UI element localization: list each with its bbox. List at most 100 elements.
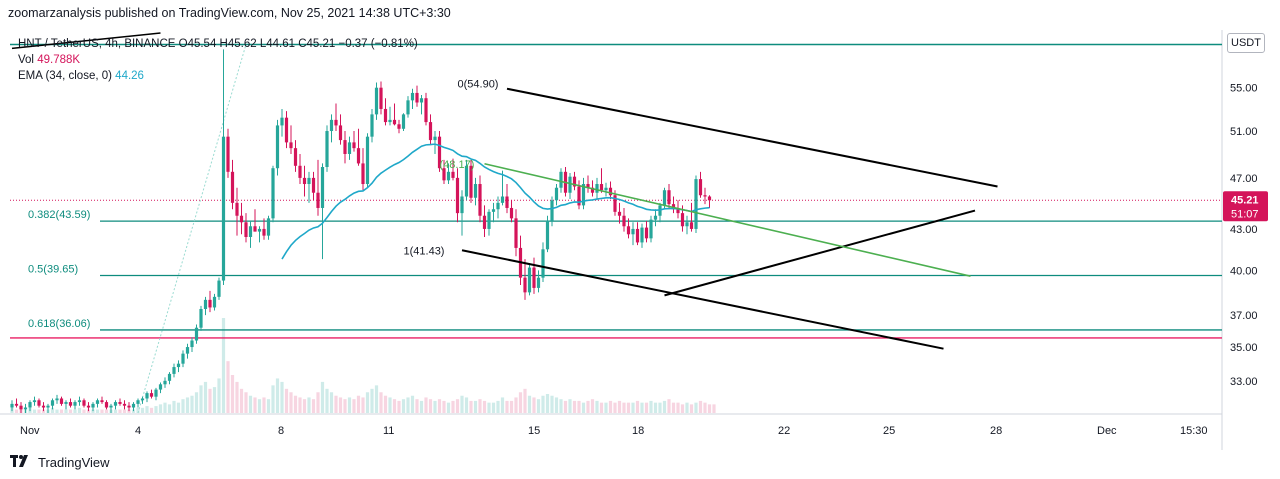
candle-body xyxy=(307,177,311,185)
candle-body xyxy=(185,347,190,354)
candle-body xyxy=(109,405,113,408)
candle-body xyxy=(568,176,572,193)
volume-bar xyxy=(208,388,212,413)
chart-area[interactable]: 0.382(43.59) 0.5(39.65) 0.618(36.06) 0(54.9… xyxy=(0,30,1280,450)
symbol-legend[interactable]: HNT / TetherUS, 4h, BINANCE O45.54 H45.6… xyxy=(18,38,418,50)
volume-bar xyxy=(590,399,595,413)
volume-bar xyxy=(577,400,581,413)
time-tick-label: Nov xyxy=(20,425,40,437)
candle-body xyxy=(347,142,352,154)
candle-body xyxy=(28,402,32,408)
volume-bar xyxy=(280,381,284,413)
candle-body xyxy=(55,398,59,401)
volume-bar xyxy=(212,387,217,413)
candle-body xyxy=(478,184,482,216)
volume-bar xyxy=(370,388,374,413)
candle-body xyxy=(217,280,221,297)
volume-bar xyxy=(77,407,82,413)
candle-body xyxy=(446,171,451,181)
volume-bar xyxy=(703,402,707,413)
volume-bar xyxy=(50,407,55,413)
candle-body xyxy=(676,209,680,214)
volume-bar xyxy=(334,395,338,413)
volume-bar xyxy=(698,400,703,413)
candle-body xyxy=(149,393,154,397)
candle-body xyxy=(131,403,136,408)
candle-body xyxy=(104,402,109,408)
candle-body xyxy=(122,403,127,406)
volume-bar xyxy=(194,392,199,413)
candle-body xyxy=(437,136,442,169)
time-tick-label: 11 xyxy=(383,425,394,437)
price-chart[interactable]: 0.382(43.59) 0.5(39.65) 0.618(36.06) 0(54.9… xyxy=(0,30,1280,450)
volume-bar xyxy=(541,395,545,413)
candle-body xyxy=(392,119,397,125)
volume-bar xyxy=(644,402,649,413)
candle-body xyxy=(464,165,469,197)
candle-body xyxy=(266,218,271,236)
candle-body xyxy=(212,296,217,308)
candle-body xyxy=(176,363,181,368)
volume-bar xyxy=(631,402,635,413)
volume-bar xyxy=(640,402,644,413)
volume-bar xyxy=(149,407,154,413)
volume-bar xyxy=(172,400,176,413)
volume-bar xyxy=(239,388,244,413)
candle-body xyxy=(136,400,140,404)
volume-bar xyxy=(104,409,109,413)
volume-bar xyxy=(347,397,352,413)
volume-bar xyxy=(73,409,77,413)
price-tick-label: 47.00 xyxy=(1230,173,1258,185)
volume-bar xyxy=(635,400,640,413)
volume-bar xyxy=(275,378,280,413)
volume-bar xyxy=(595,400,599,413)
volume-bar xyxy=(293,395,298,413)
candle-body xyxy=(91,403,95,408)
volume-bar xyxy=(230,375,235,413)
countdown-label: 51:07 xyxy=(1231,208,1259,220)
candle-body xyxy=(460,196,464,214)
volume-bar xyxy=(95,409,100,413)
candle-body xyxy=(581,184,586,206)
volume-bar xyxy=(257,399,262,413)
ema-legend[interactable]: EMA (34, close, 0) 44.26 xyxy=(18,68,418,84)
candle-body xyxy=(172,367,176,374)
candle-body xyxy=(59,398,64,404)
volume-legend[interactable]: Vol 49.788K xyxy=(18,52,418,68)
candle-body xyxy=(383,108,388,123)
volume-bar xyxy=(649,400,653,413)
volume-bar xyxy=(410,395,415,413)
candle-body xyxy=(284,117,289,143)
tradingview-branding[interactable]: TradingView xyxy=(10,455,110,470)
volume-bar xyxy=(113,409,118,413)
candle-body xyxy=(253,226,257,232)
volume-bar xyxy=(464,397,469,413)
candle-body xyxy=(50,400,55,406)
chart-legend: HNT / TetherUS, 4h, BINANCE O45.54 H45.6… xyxy=(18,36,418,84)
volume-bar xyxy=(653,402,658,413)
volume-bar xyxy=(392,399,397,413)
volume-bar xyxy=(451,400,455,413)
volume-bar xyxy=(685,402,689,413)
candle-body xyxy=(100,400,104,403)
volume-bar xyxy=(203,381,208,413)
candle-body xyxy=(473,184,478,198)
candle-body xyxy=(689,222,694,229)
candle-body xyxy=(32,400,37,403)
candle-body xyxy=(667,190,671,205)
candle-body xyxy=(698,179,703,196)
price-tick-label: 51.00 xyxy=(1230,126,1258,138)
ema-value: 44.26 xyxy=(115,70,144,82)
currency-button[interactable]: USDT xyxy=(1227,33,1265,53)
volume-bar xyxy=(406,397,410,413)
fib-level-label: 0.5(39.65) xyxy=(28,263,78,275)
volume-bar xyxy=(523,388,527,413)
candle-body xyxy=(77,400,82,403)
volume-bar xyxy=(329,392,334,413)
candle-body xyxy=(514,218,518,248)
volume-bar xyxy=(527,395,532,413)
top-left-trend-line xyxy=(11,32,161,50)
candle-body xyxy=(334,119,338,126)
candle-body xyxy=(703,195,707,197)
last-price-tag xyxy=(1223,191,1268,222)
